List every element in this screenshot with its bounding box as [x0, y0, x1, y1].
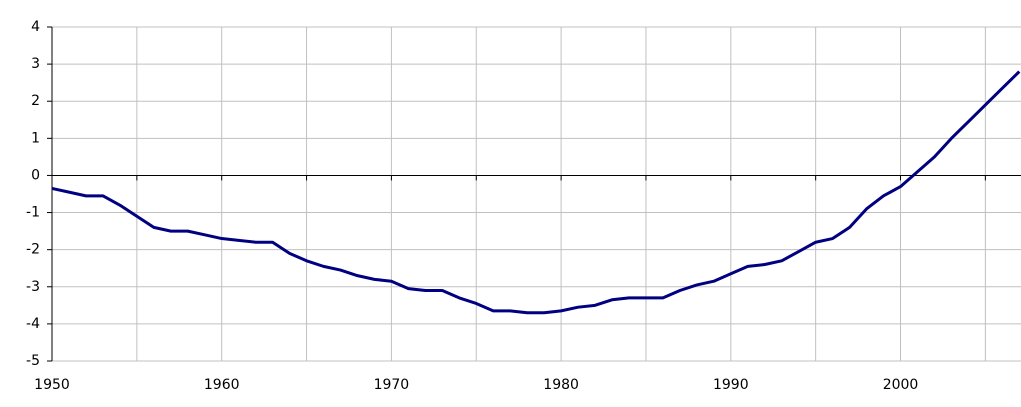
- y-tick-label: -2: [26, 242, 40, 258]
- x-tick-label: 1980: [543, 377, 579, 393]
- x-tick-label: 1950: [34, 377, 70, 393]
- y-tick-label: 3: [31, 56, 40, 72]
- x-tick-label: 1960: [204, 377, 240, 393]
- y-tick-label: -3: [26, 279, 40, 295]
- x-tick-label: 2000: [883, 377, 919, 393]
- y-tick-label: 4: [31, 19, 40, 35]
- y-tick-label: -5: [26, 353, 40, 369]
- x-tick-label: 1970: [374, 377, 410, 393]
- y-tick-label: 1: [31, 130, 40, 146]
- y-tick-label: -1: [26, 205, 40, 221]
- y-tick-label: 0: [31, 167, 40, 183]
- data-line: [51, 70, 1021, 315]
- y-tick-label: 2: [31, 93, 40, 109]
- y-tick-label: -4: [26, 316, 40, 332]
- x-tick-label: 1990: [713, 377, 749, 393]
